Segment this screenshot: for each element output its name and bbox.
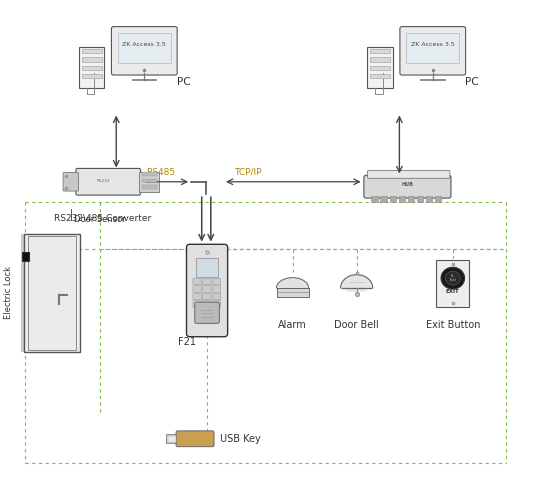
Bar: [118, 32, 171, 63]
Bar: [142, 172, 157, 176]
FancyBboxPatch shape: [212, 286, 221, 292]
Bar: [196, 258, 218, 277]
Bar: [23, 252, 29, 261]
Bar: [389, 196, 396, 202]
FancyBboxPatch shape: [63, 172, 78, 191]
Text: HUB: HUB: [402, 182, 413, 187]
Circle shape: [445, 271, 460, 285]
Bar: [372, 196, 378, 202]
FancyBboxPatch shape: [186, 245, 228, 337]
Bar: [82, 49, 102, 53]
Text: RS232: RS232: [96, 179, 110, 183]
FancyBboxPatch shape: [76, 168, 141, 195]
Bar: [408, 196, 414, 202]
Bar: [380, 196, 387, 202]
Text: Door Sensor: Door Sensor: [74, 215, 125, 224]
FancyBboxPatch shape: [193, 278, 201, 285]
Bar: [24, 234, 80, 352]
FancyBboxPatch shape: [193, 301, 201, 307]
Text: EXIT: EXIT: [446, 289, 460, 295]
Circle shape: [441, 267, 465, 289]
FancyBboxPatch shape: [212, 278, 221, 285]
Bar: [417, 196, 423, 202]
Text: PC: PC: [465, 77, 478, 87]
Bar: [21, 234, 80, 352]
Bar: [398, 196, 405, 202]
Text: Door Bell: Door Bell: [334, 320, 379, 330]
FancyBboxPatch shape: [176, 431, 214, 447]
Text: ZK Access 3.5: ZK Access 3.5: [411, 42, 455, 47]
FancyBboxPatch shape: [195, 302, 219, 324]
FancyBboxPatch shape: [202, 301, 211, 307]
FancyBboxPatch shape: [202, 286, 211, 292]
Text: Exit Button: Exit Button: [425, 320, 480, 330]
FancyBboxPatch shape: [193, 293, 201, 300]
FancyBboxPatch shape: [193, 286, 201, 292]
Text: F21: F21: [178, 337, 195, 347]
Bar: [370, 74, 390, 79]
Bar: [139, 171, 159, 192]
Text: Electric Lock: Electric Lock: [4, 266, 13, 320]
FancyBboxPatch shape: [202, 278, 211, 285]
Text: RS485: RS485: [146, 168, 175, 177]
Bar: [367, 47, 393, 88]
Bar: [142, 178, 157, 182]
Bar: [79, 47, 105, 88]
Bar: [142, 185, 157, 189]
Text: PC: PC: [177, 77, 190, 87]
Bar: [407, 32, 459, 63]
Polygon shape: [277, 278, 309, 288]
Bar: [82, 66, 102, 70]
Text: No
Touch: No Touch: [449, 274, 456, 282]
FancyBboxPatch shape: [212, 293, 221, 300]
Text: RS232\485 Converter: RS232\485 Converter: [54, 214, 151, 223]
Text: TCP/IP: TCP/IP: [234, 168, 262, 177]
Bar: [435, 196, 441, 202]
Bar: [168, 436, 176, 442]
FancyBboxPatch shape: [400, 27, 466, 75]
FancyBboxPatch shape: [212, 301, 221, 307]
Bar: [82, 57, 102, 62]
Bar: [370, 66, 390, 70]
Bar: [426, 196, 432, 202]
FancyBboxPatch shape: [364, 175, 451, 198]
Bar: [82, 74, 102, 79]
Polygon shape: [340, 275, 373, 291]
FancyBboxPatch shape: [202, 293, 211, 300]
Bar: [370, 57, 390, 62]
Bar: [436, 259, 469, 307]
Text: ZK Access 3.5: ZK Access 3.5: [122, 42, 166, 47]
FancyBboxPatch shape: [368, 170, 450, 178]
Bar: [28, 236, 76, 350]
FancyBboxPatch shape: [112, 27, 177, 75]
Bar: [277, 288, 309, 297]
Bar: [166, 434, 178, 443]
Text: Alarm: Alarm: [278, 320, 307, 330]
Text: USB Key: USB Key: [220, 434, 261, 444]
Bar: [370, 49, 390, 53]
